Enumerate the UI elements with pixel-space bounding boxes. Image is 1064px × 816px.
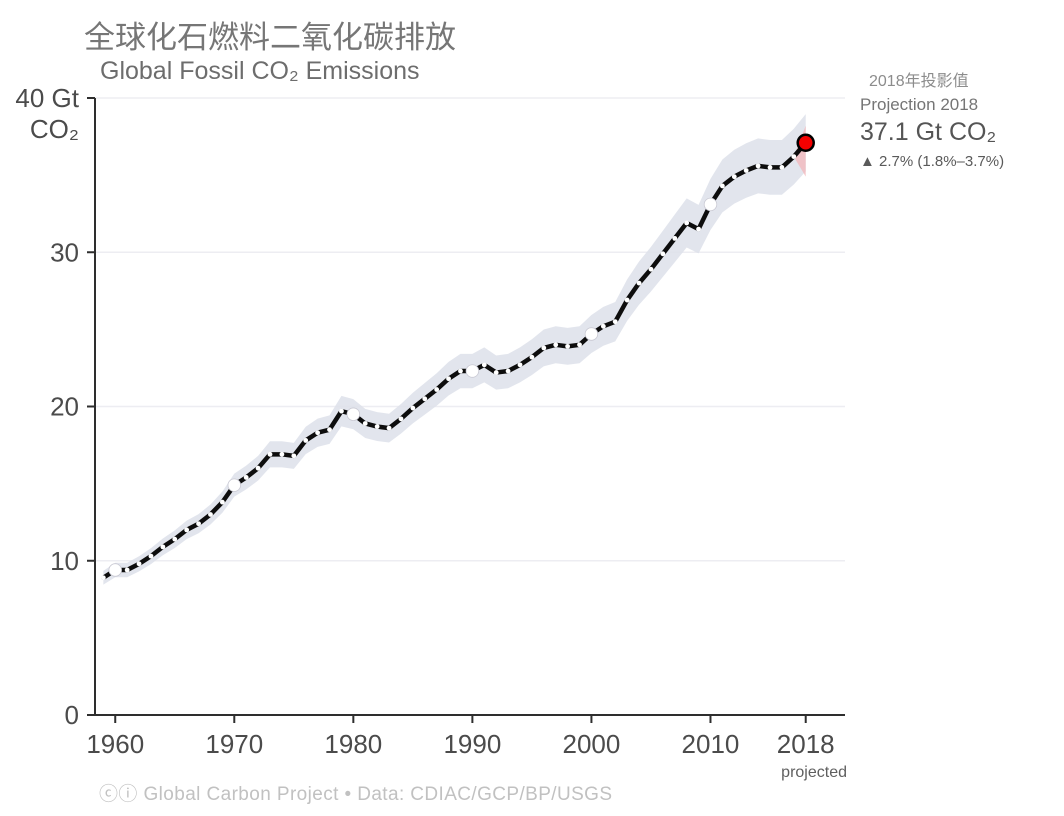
year-dot [755,163,761,169]
year-dot [505,368,511,374]
projection-label-zh: 2018年投影值 [869,73,969,90]
year-dot [672,235,678,241]
projection-value: 37.1 Gt CO₂ [860,118,997,147]
decade-dot [703,197,718,212]
projection-growth: ▲ 2.7% (1.8%–3.7%) [860,152,1005,170]
year-dot [315,430,321,436]
decade-dot [227,478,241,492]
year-dot [612,319,618,325]
projection-dot [796,133,815,152]
year-dot [124,567,130,573]
year-dot [219,499,225,505]
year-dot [410,405,416,411]
year-dot [100,575,106,581]
year-dot [743,168,749,173]
year-dot [636,280,642,286]
y-tick-label: 20 [50,392,79,422]
year-dot [600,323,606,329]
projected-axis-note: projected [781,764,847,781]
year-dot [767,165,773,170]
year-dot [696,226,701,232]
y-tick-label: 30 [50,237,79,267]
year-dot [148,553,154,559]
y-tick-label: 40 Gt [15,83,79,113]
axes [87,97,845,723]
source-credit: ⓒⓘ Global Carbon Project • Data: CDIAC/G… [99,784,613,805]
year-dot [291,453,297,459]
year-dot [374,424,380,429]
chart-title-en: Global Fossil CO₂ Emissions [100,57,420,85]
year-dot [255,465,261,471]
year-dot [160,544,166,550]
x-tick-label: 1960 [86,729,144,759]
chart-title-zh: 全球化石燃料二氧化碳排放 [84,20,456,55]
year-dot [243,475,249,480]
year-dot [493,370,499,375]
year-dots [100,154,797,581]
uncertainty-band [103,114,806,585]
x-tick-label: 2010 [682,729,740,759]
year-dot [303,438,309,443]
year-dot [267,451,273,457]
x-tick-label: 1980 [324,729,382,759]
grid-lines [95,97,845,562]
year-dot [362,421,368,426]
year-dot [386,425,392,431]
year-dot [719,183,725,189]
year-dot [458,368,463,374]
year-dot [208,512,213,517]
year-dot [184,527,190,533]
year-dot [481,362,487,368]
year-dot [577,342,582,348]
year-dot [779,165,785,170]
year-dot [279,451,285,457]
year-dot [541,345,547,351]
year-dot [136,561,142,567]
decade-dot [465,364,480,378]
year-dot [446,376,451,382]
projection-annotation: 2018年投影值 Projection 2018 37.1 Gt CO₂ ▲ 2… [860,72,1062,171]
year-dot [648,266,654,272]
year-dot [731,174,737,180]
year-dot [327,427,332,433]
year-dot [791,154,797,160]
year-dot [660,251,666,257]
year-dot [565,343,571,349]
decade-dot [584,327,599,341]
year-dot [684,220,690,226]
year-dot [339,408,344,414]
x-tick-label: 2000 [563,729,621,759]
year-dot [422,396,428,402]
year-dot [398,416,404,422]
year-dot [196,521,201,527]
year-dot [624,297,630,303]
y-tick-label: 10 [50,546,79,576]
x-tick-label: 2018 [777,729,835,759]
year-dot [517,362,523,368]
decade-dot [108,563,122,577]
year-dot [172,536,178,542]
y-axis-unit-label: CO₂ [30,114,79,144]
x-tick-label: 1990 [443,729,501,759]
decade-dot [346,407,361,421]
projection-label-en: Projection 2018 [860,95,979,114]
y-tick-label: 0 [65,700,79,730]
year-dot [434,387,440,392]
year-dot [553,342,559,348]
year-dot [529,354,535,360]
x-tick-label: 1970 [205,729,263,759]
